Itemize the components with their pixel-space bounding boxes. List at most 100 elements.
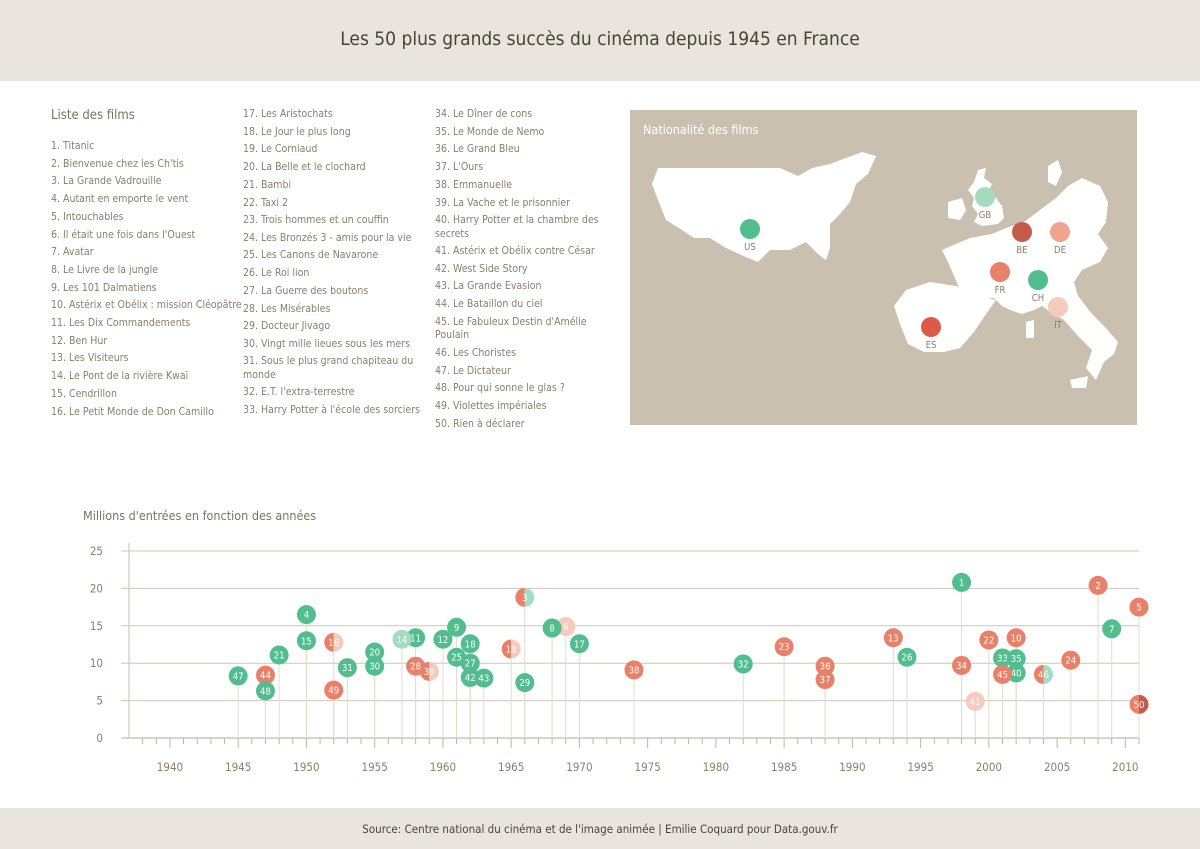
point-circle bbox=[365, 642, 385, 662]
data-point-26: 26 bbox=[897, 647, 917, 667]
data-point-28: 28 bbox=[406, 656, 426, 676]
film-list-item: 3. La Grande Vadrouille bbox=[51, 175, 162, 188]
map-denmark bbox=[1048, 160, 1062, 186]
film-list-item: 48. Pour qui sonne le glas ? bbox=[435, 382, 565, 395]
x-tick-label: 1955 bbox=[362, 760, 388, 774]
film-list-item: 36. Le Grand Bleu bbox=[435, 143, 520, 156]
film-list-item: 10. Astérix et Obélix : mission Cléopâtr… bbox=[51, 299, 242, 312]
data-point-4: 4 bbox=[296, 605, 316, 625]
x-tick-label: 1960 bbox=[430, 760, 456, 774]
point-circle bbox=[733, 654, 753, 674]
data-point-41: 41 bbox=[965, 691, 985, 711]
film-list-item: 13. Les Visiteurs bbox=[51, 352, 129, 365]
point-half-right bbox=[1043, 664, 1053, 684]
point-half-left bbox=[1129, 694, 1139, 714]
data-point-9: 9 bbox=[447, 617, 467, 637]
film-list-item: 6. Il était une fois dans l'Ouest bbox=[51, 228, 196, 241]
point-circle bbox=[1006, 649, 1026, 669]
point-circle bbox=[406, 656, 426, 676]
point-circle bbox=[337, 658, 357, 678]
map-markers: US GB BE DE FR CH IT ES bbox=[740, 187, 1070, 351]
film-list-item: 50. Rien à déclarer bbox=[435, 417, 525, 430]
film-list-item: 35. Le Monde de Nemo bbox=[435, 125, 545, 138]
point-rank-label: 11 bbox=[410, 633, 421, 644]
data-point-2: 2 bbox=[1088, 575, 1108, 595]
film-list-item: 19. Le Corniaud bbox=[243, 143, 318, 156]
y-tick-label: 10 bbox=[90, 656, 103, 670]
data-point-22: 22 bbox=[979, 630, 999, 650]
film-list-item: 2. Bienvenue chez les Ch'tis bbox=[51, 157, 184, 170]
point-circle bbox=[324, 680, 344, 700]
film-list-column-3: 34. Le Dîner de cons 35. Le Monde de Nemo… bbox=[435, 106, 615, 433]
data-point-7: 7 bbox=[1102, 619, 1122, 639]
x-tick-label: 2005 bbox=[1044, 760, 1070, 774]
data-point-15: 15 bbox=[296, 631, 316, 651]
point-rank-label: 28 bbox=[410, 662, 421, 673]
point-rank-label: 21 bbox=[274, 650, 285, 661]
point-circle bbox=[952, 572, 972, 592]
point-circle bbox=[979, 630, 999, 650]
film-list-item: 16. Le Petit Monde de Don Camillo bbox=[51, 405, 214, 418]
data-point-5: 5 bbox=[1129, 597, 1149, 617]
nationality-map: Nationalité des films US GB BE DE FR CH IT ES bbox=[630, 110, 1137, 425]
point-rank-label: 47 bbox=[233, 671, 244, 682]
data-point-47: 47 bbox=[228, 666, 248, 686]
map-country-label: IT bbox=[1054, 320, 1063, 331]
map-marker-ch bbox=[1028, 270, 1048, 290]
point-rank-label: 14 bbox=[397, 635, 408, 646]
map-sicily bbox=[1070, 376, 1088, 388]
film-list-item: 44. Le Bataillon du ciel bbox=[435, 298, 543, 311]
data-point-27: 27 bbox=[460, 653, 480, 673]
point-rank-label: 48 bbox=[260, 686, 271, 697]
point-half-right bbox=[1139, 694, 1149, 714]
film-list-item: 8. Le Livre de la jungle bbox=[51, 263, 159, 276]
point-rank-label: 46 bbox=[1038, 670, 1049, 681]
point-rank-label: 2 bbox=[1095, 581, 1100, 592]
point-rank-label: 20 bbox=[369, 647, 380, 658]
data-point-24: 24 bbox=[1061, 650, 1081, 670]
data-point-42: 42 bbox=[460, 667, 480, 687]
point-rank-label: 5 bbox=[1136, 603, 1141, 614]
point-circle bbox=[774, 637, 794, 657]
point-half-left bbox=[501, 639, 512, 659]
point-circle bbox=[952, 655, 972, 675]
point-circle bbox=[624, 660, 644, 680]
film-list-item: 49. Violettes impériales bbox=[435, 399, 547, 412]
map-marker-gb bbox=[975, 187, 995, 207]
map-iberia bbox=[894, 282, 996, 352]
point-rank-label: 27 bbox=[465, 659, 476, 670]
data-point-39: 39 bbox=[419, 661, 439, 681]
film-list-item: 29. Docteur Jivago bbox=[243, 320, 331, 333]
point-rank-label: 1 bbox=[959, 578, 964, 589]
point-rank-label: 34 bbox=[956, 661, 967, 672]
data-point-21: 21 bbox=[269, 645, 289, 665]
map-marker-es bbox=[921, 317, 941, 337]
point-rank-label: 26 bbox=[902, 653, 913, 664]
map-country-label: CH bbox=[1032, 293, 1044, 304]
map-country-label: US bbox=[744, 242, 756, 253]
x-tick-label: 1980 bbox=[703, 760, 729, 774]
film-list-item: 46. Les Choristes bbox=[435, 346, 517, 359]
data-point-10: 10 bbox=[1006, 628, 1026, 648]
film-list-item: 47. Le Dictateur bbox=[435, 364, 511, 377]
point-rank-label: 23 bbox=[779, 642, 790, 653]
point-circle bbox=[460, 634, 480, 654]
data-point-37: 37 bbox=[815, 670, 835, 690]
point-rank-label: 15 bbox=[301, 636, 312, 647]
data-point-38: 38 bbox=[624, 660, 644, 680]
footer-band bbox=[0, 808, 1200, 849]
point-half-left bbox=[419, 661, 430, 681]
film-list-item: 11. Les Dix Commandements bbox=[51, 317, 191, 330]
point-circle bbox=[255, 665, 275, 685]
x-tick-label: 1945 bbox=[225, 760, 251, 774]
point-rank-label: 17 bbox=[574, 639, 585, 650]
point-circle bbox=[447, 617, 467, 637]
map-country-label: BE bbox=[1016, 245, 1027, 256]
film-list-item: 34. Le Dîner de cons bbox=[435, 108, 533, 120]
map-title: Nationalité des films bbox=[643, 122, 759, 137]
film-list-item: 21. Bambi bbox=[243, 178, 292, 191]
film-list-item: 27. La Guerre des boutons bbox=[243, 284, 369, 297]
source-credit: Source: Centre national du cinéma et de … bbox=[362, 822, 838, 836]
point-rank-label: 45 bbox=[997, 670, 1008, 681]
point-rank-label: 38 bbox=[629, 665, 640, 676]
